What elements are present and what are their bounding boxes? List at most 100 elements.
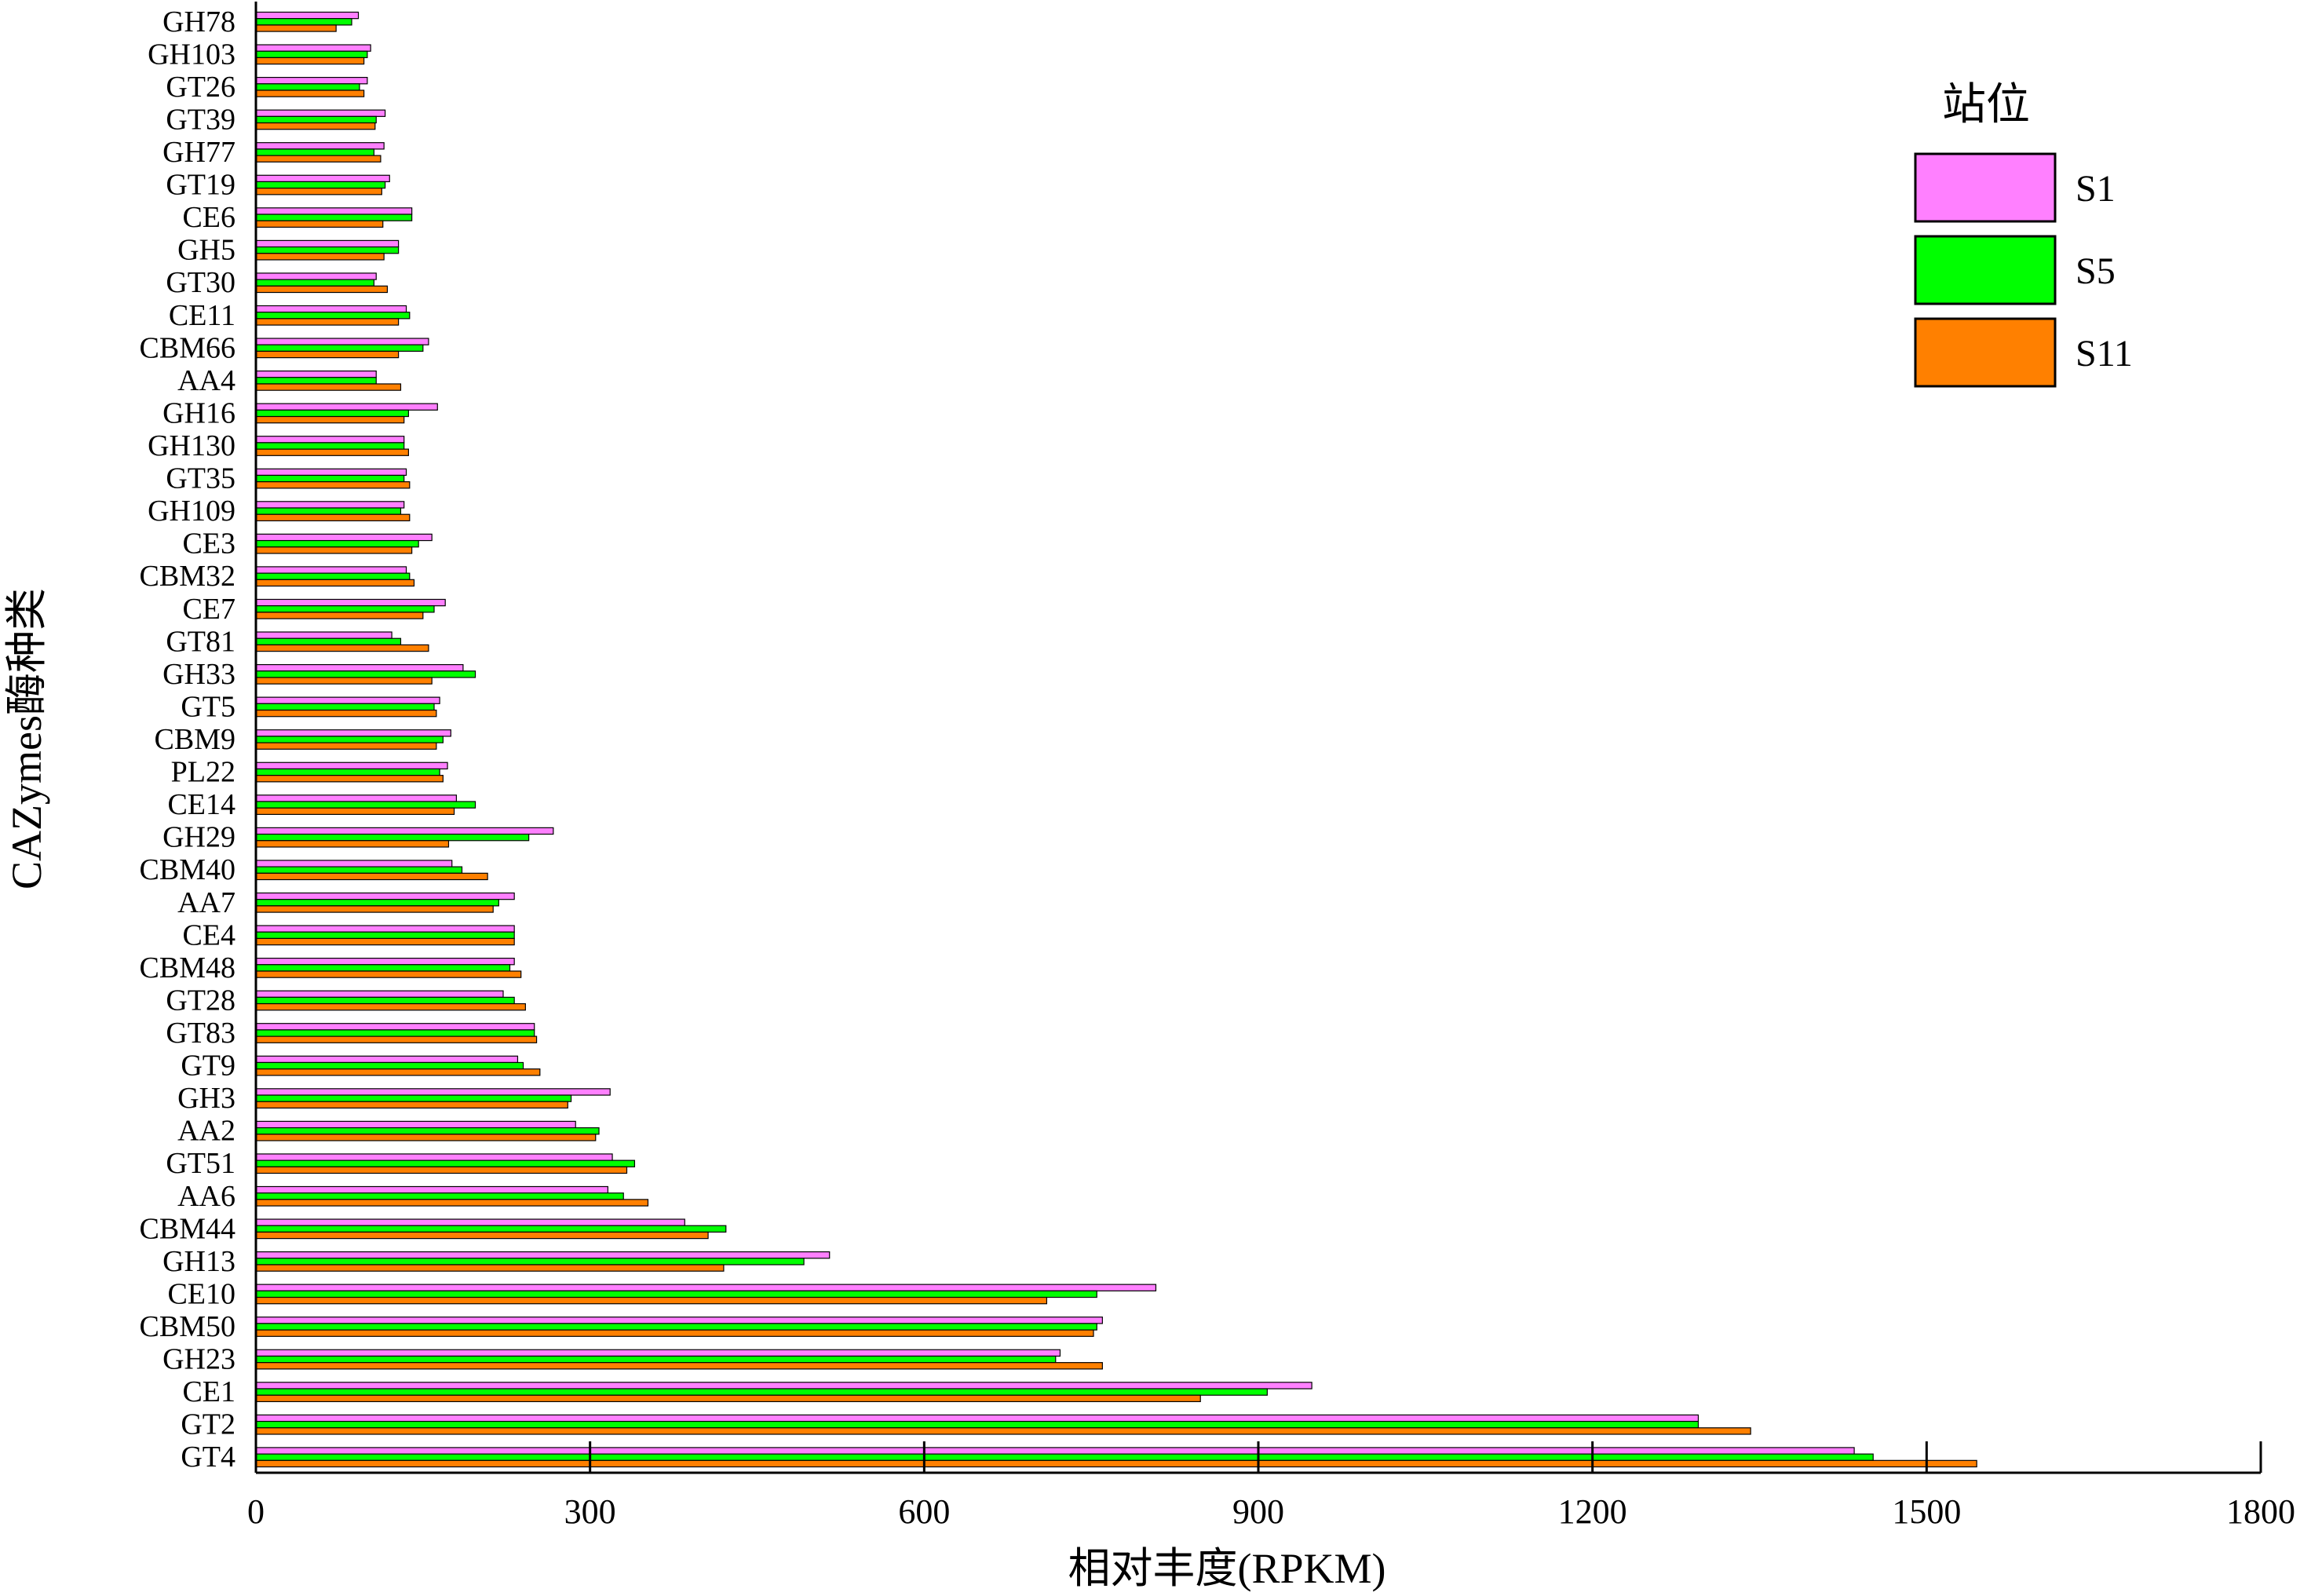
bar-gt19-s11 (255, 188, 382, 195)
category-label: GH29 (162, 821, 235, 854)
x-axis-title: 相对丰度(RPKM) (1068, 1545, 1386, 1592)
bar-ce3-s5 (255, 539, 419, 548)
bar-gh109-s11 (255, 513, 411, 522)
category-label: CBM9 (155, 723, 235, 756)
bar-ce4-s11 (255, 937, 515, 946)
bar-gh29-s11 (255, 840, 450, 848)
bar-cbm66-s11 (255, 350, 400, 359)
bar-aa6-s1 (255, 1185, 608, 1194)
bar-ce4-s1 (255, 925, 515, 933)
bar-ce11-s11 (255, 318, 400, 326)
bar-aa4-s5 (255, 377, 377, 385)
bar-gh5-s11 (255, 253, 385, 261)
bar-gh29-s1 (255, 827, 554, 835)
bar-aa6-s5 (255, 1192, 624, 1200)
bar-aa2-s5 (255, 1127, 600, 1135)
bar-gt5-s1 (255, 696, 440, 704)
bar-gh23-s5 (255, 1355, 1057, 1364)
category-label: CE11 (169, 299, 235, 332)
bar-gt4-s1 (255, 1447, 1855, 1455)
bar-gh109-s1 (255, 501, 405, 509)
bar-gt30-s11 (255, 285, 389, 294)
bar-ce10-s5 (255, 1290, 1097, 1298)
bar-ce10-s1 (255, 1284, 1157, 1291)
category-label: CE4 (182, 919, 235, 951)
bar-cbm44-s5 (255, 1225, 727, 1233)
category-label: GT26 (166, 71, 235, 104)
bar-cbm9-s5 (255, 736, 444, 743)
bar-gt30-s5 (255, 279, 374, 287)
bar-gt9-s11 (255, 1068, 541, 1076)
bar-gh23-s1 (255, 1349, 1061, 1357)
bar-ce11-s5 (255, 312, 411, 320)
bar-gh130-s5 (255, 442, 405, 450)
bar-ce14-s1 (255, 794, 457, 802)
category-label: GT39 (166, 103, 235, 136)
bar-cbm40-s5 (255, 866, 463, 874)
category-label: CBM66 (140, 331, 235, 364)
legend-swatch-s11 (1914, 317, 2057, 388)
bar-pl22-s11 (255, 775, 444, 783)
x-tick-label: 1500 (1892, 1492, 1961, 1531)
bar-aa2-s11 (255, 1134, 597, 1141)
category-label: GH103 (148, 38, 235, 71)
category-label: GT5 (181, 690, 235, 723)
bar-gt35-s1 (255, 468, 407, 477)
bar-gh103-s11 (255, 57, 365, 65)
bar-gh33-s11 (255, 677, 433, 685)
bar-gh103-s5 (255, 50, 368, 59)
y-axis-title: CAZymes酶种类 (3, 588, 50, 889)
bar-gh109-s5 (255, 507, 402, 515)
bar-cbm44-s1 (255, 1218, 685, 1226)
bar-gt28-s5 (255, 996, 515, 1005)
bar-cbm48-s5 (255, 964, 511, 972)
category-label: AA4 (177, 364, 235, 397)
bar-cbm48-s11 (255, 970, 522, 978)
x-tick-label: 1800 (2226, 1492, 2295, 1531)
bar-cbm40-s11 (255, 872, 488, 881)
category-label: GT9 (181, 1050, 235, 1083)
bar-gh5-s5 (255, 246, 400, 254)
bar-gt83-s5 (255, 1029, 535, 1037)
bar-ce3-s1 (255, 533, 433, 542)
category-labels: GH78GH103GT26GT39GH77GT19CE6GH5GT30CE11C… (140, 5, 235, 1474)
bar-cbm50-s5 (255, 1323, 1097, 1331)
bar-aa4-s1 (255, 370, 377, 378)
bar-gt2-s1 (255, 1414, 1699, 1423)
bar-pl22-s1 (255, 761, 448, 770)
bar-gh13-s5 (255, 1258, 805, 1265)
bar-cbm50-s11 (255, 1329, 1094, 1337)
bar-gt39-s1 (255, 109, 386, 117)
category-label: GT35 (166, 462, 235, 495)
bar-gh23-s11 (255, 1362, 1103, 1370)
bar-gt2-s11 (255, 1427, 1751, 1435)
x-tick-label: 0 (247, 1492, 265, 1531)
category-label: CE10 (167, 1277, 235, 1310)
category-label: GT4 (181, 1441, 235, 1474)
bar-gh29-s5 (255, 833, 530, 842)
bar-aa7-s1 (255, 892, 515, 900)
bar-gh77-s1 (255, 142, 385, 150)
bar-ce7-s1 (255, 598, 446, 607)
category-label: AA6 (177, 1180, 235, 1213)
bar-gh77-s11 (255, 155, 382, 163)
legend: 站位 S1 S5 S11 (1914, 81, 2133, 388)
category-label: CE14 (167, 788, 235, 821)
legend-label-s11: S11 (2076, 333, 2133, 374)
bar-ce14-s11 (255, 807, 455, 816)
bar-gt9-s1 (255, 1055, 519, 1064)
bar-aa4-s11 (255, 383, 402, 391)
bar-ce4-s5 (255, 931, 515, 940)
bar-cbm48-s1 (255, 957, 515, 966)
bar-aa7-s11 (255, 905, 494, 913)
x-tick-label: 900 (1232, 1492, 1284, 1531)
bars-layer (255, 11, 1977, 1468)
bar-aa2-s1 (255, 1120, 576, 1129)
bar-gh130-s11 (255, 448, 409, 456)
category-label: GT30 (166, 266, 235, 299)
legend-label-s1: S1 (2076, 168, 2116, 210)
category-label: AA2 (177, 1115, 235, 1148)
category-label: GH77 (162, 136, 235, 169)
bar-gt5-s11 (255, 709, 437, 718)
category-label: GH5 (177, 234, 235, 267)
